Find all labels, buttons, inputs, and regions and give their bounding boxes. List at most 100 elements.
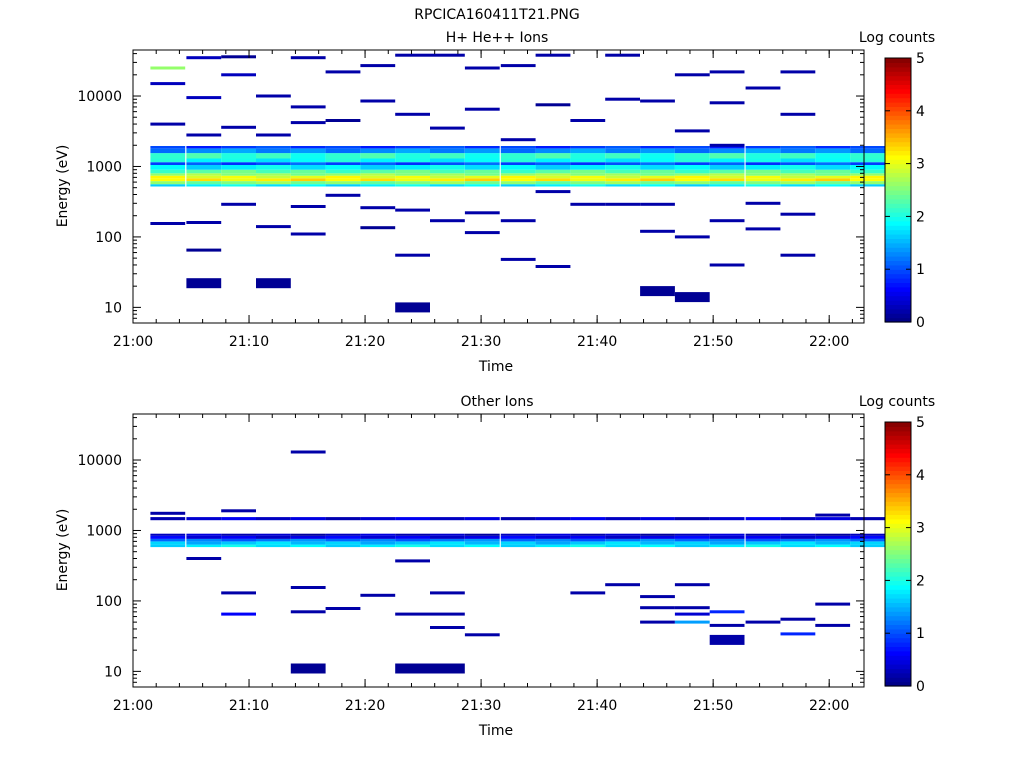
heatmap-band-cell — [221, 146, 256, 149]
heatmap-cell — [815, 602, 851, 606]
heatmap-band-cell — [674, 153, 710, 159]
heatmap-band-cell — [535, 158, 571, 163]
colorbar-segment — [885, 181, 911, 187]
colorbar-segment — [885, 66, 911, 72]
heatmap-band-cell — [815, 169, 851, 174]
heatmap-band-cell — [780, 158, 816, 163]
colorbar-segment — [885, 558, 911, 564]
colorbar-segment — [885, 247, 911, 253]
heatmap-band-cell — [780, 533, 816, 536]
heatmap-band-cell — [150, 162, 186, 165]
heatmap-band-cell — [360, 175, 396, 179]
heatmap-band-cell — [815, 541, 851, 545]
heatmap-band-cell — [570, 533, 606, 536]
heatmap-cell — [360, 206, 396, 210]
heatmap-band-cell — [186, 181, 222, 185]
heatmap-band-cell — [186, 517, 222, 521]
colorbar-segment — [885, 146, 911, 151]
colorbar-segment — [885, 88, 911, 94]
heatmap-band-cell — [815, 538, 851, 542]
heatmap-band-cell — [150, 153, 186, 159]
heatmap-band-cell — [674, 173, 710, 176]
heatmap-cell — [535, 53, 571, 57]
heatmap-band-cell — [674, 517, 710, 521]
heatmap-band-cell — [605, 146, 640, 149]
colorbar-segment — [885, 260, 911, 266]
heatmap-cell — [325, 119, 361, 122]
heatmap-band-cell — [325, 165, 361, 170]
colorbar-segment — [885, 119, 911, 125]
colorbar-segment — [885, 562, 911, 568]
colorbar-segment — [885, 598, 911, 603]
heatmap-band-cell — [780, 169, 816, 174]
heatmap-cell — [500, 64, 536, 68]
heatmap-band-cell — [674, 175, 710, 179]
heatmap-band-cell — [709, 162, 745, 165]
heatmap-band-cell — [815, 544, 851, 548]
panel1-axes: 21:00 21:10 21:20 21:30 21:40 21:50 22:00 10 100… — [77, 50, 864, 350]
heatmap-band-cell — [430, 517, 465, 521]
heatmap-band-cell — [640, 169, 675, 174]
heatmap-band-cell — [850, 173, 885, 176]
heatmap-band-cell — [780, 544, 816, 548]
heatmap-band-cell — [535, 153, 571, 159]
heatmap-cell — [674, 612, 710, 616]
y-tick-label: 10000 — [77, 89, 122, 105]
heatmap-cell — [395, 302, 430, 313]
heatmap-band-cell — [325, 146, 361, 149]
heatmap-band-cell — [464, 169, 500, 174]
heatmap-cell — [325, 607, 361, 610]
heatmap-band-cell — [535, 184, 571, 187]
heatmap-band-cell — [186, 162, 222, 165]
heatmap-band-cell — [360, 178, 396, 182]
heatmap-band-cell — [535, 162, 571, 165]
heatmap-band-cell — [464, 175, 500, 179]
heatmap-band-cell — [570, 544, 606, 548]
heatmap-band-cell — [325, 517, 361, 521]
heatmap-cell — [709, 101, 745, 105]
heatmap-band-cell — [640, 153, 675, 159]
heatmap-band-cell — [605, 169, 640, 174]
heatmap-cell — [815, 513, 851, 517]
heatmap-band-cell — [850, 158, 885, 163]
colorbar-segment — [885, 426, 911, 432]
heatmap-band-cell — [850, 544, 885, 548]
heatmap-band-cell — [150, 544, 186, 548]
colorbar-tick-label: 1 — [916, 262, 925, 278]
colorbar-segment — [885, 80, 911, 85]
heatmap-band-cell — [674, 533, 710, 536]
heatmap-band-cell — [221, 153, 256, 159]
heatmap-cell — [186, 133, 222, 137]
heatmap-cell — [360, 99, 396, 103]
heatmap-cell — [290, 586, 326, 589]
heatmap-band-cell — [640, 533, 675, 536]
heatmap-band-cell — [430, 158, 465, 163]
heatmap-cell — [500, 219, 536, 223]
heatmap-cell — [221, 509, 256, 513]
heatmap-cell — [221, 125, 256, 129]
heatmap-band-cell — [395, 175, 430, 179]
heatmap-band-cell — [850, 533, 885, 536]
y-tick-label: 1000 — [86, 523, 122, 539]
colorbar-segment — [885, 234, 911, 239]
heatmap-band-cell — [605, 538, 640, 542]
heatmap-band-cell — [464, 162, 500, 165]
colorbar-segment — [885, 593, 911, 599]
heatmap-band-cell — [430, 538, 465, 542]
heatmap-band-cell — [150, 181, 186, 185]
heatmap-band-cell — [186, 544, 222, 548]
colorbar-segment — [885, 58, 911, 63]
heatmap-cell — [640, 606, 675, 610]
colorbar-segment — [885, 84, 911, 90]
heatmap-band-cell — [780, 146, 816, 149]
colorbar-segment — [885, 510, 911, 515]
heatmap-band-cell — [535, 538, 571, 542]
heatmap-cell — [464, 66, 500, 70]
heatmap-cell — [500, 138, 536, 142]
colorbar-segment — [885, 628, 911, 634]
heatmap-band-cell — [709, 535, 745, 539]
heatmap-band-cell — [256, 173, 291, 176]
heatmap-band-cell — [745, 181, 781, 185]
heatmap-band-cell — [325, 173, 361, 176]
heatmap-band-cell — [674, 181, 710, 185]
